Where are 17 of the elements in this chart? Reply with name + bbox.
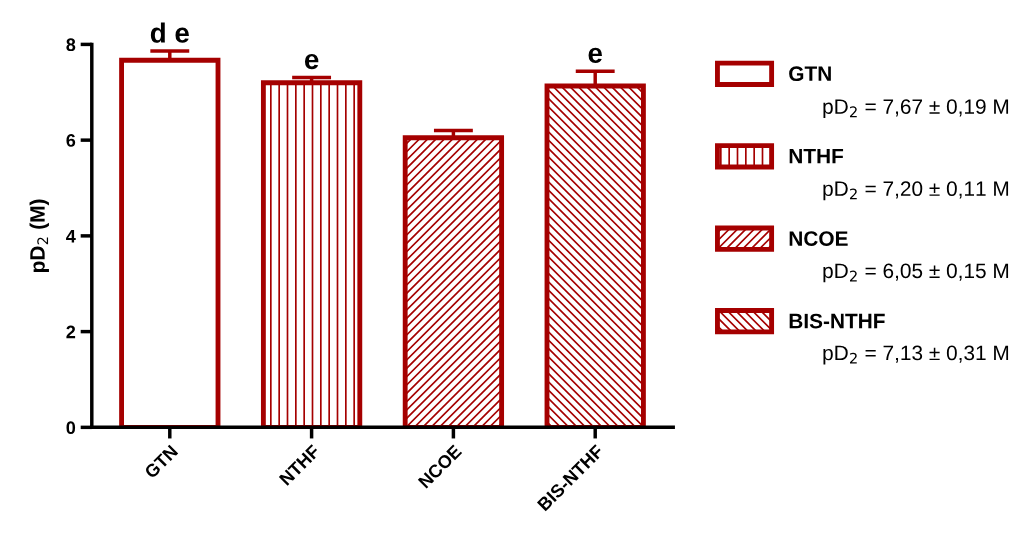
annotation: d e (150, 22, 189, 43)
text: pD$_{2}$ = 7,13 ± 0,31 M (823, 345, 1009, 365)
y-tick-label: 6 (66, 134, 76, 147)
legend-label: GTN (789, 66, 831, 82)
text: pD$_{2}$ = 7,67 ± 0,19 M (823, 99, 1009, 119)
annotation: e (304, 53, 319, 70)
y-tick-label: 8 (66, 38, 76, 52)
legend-label: BIS-NTHF (789, 313, 885, 329)
text: pD$_{2}$ = 6,05 ± 0,15 M (823, 263, 1009, 283)
annotation: e (588, 47, 602, 63)
y-tick-label: 2 (66, 325, 76, 339)
y-axis-title: pD$_{2}$ (M) (29, 199, 49, 272)
text: pD$_{2}$ = 7,20 ± 0,11 M (823, 181, 1009, 201)
y-tick-label: 4 (66, 230, 76, 243)
legend-label: NTHF (789, 148, 844, 164)
y-tick-label: 0 (66, 421, 76, 435)
legend-label: NCOE (789, 231, 848, 246)
